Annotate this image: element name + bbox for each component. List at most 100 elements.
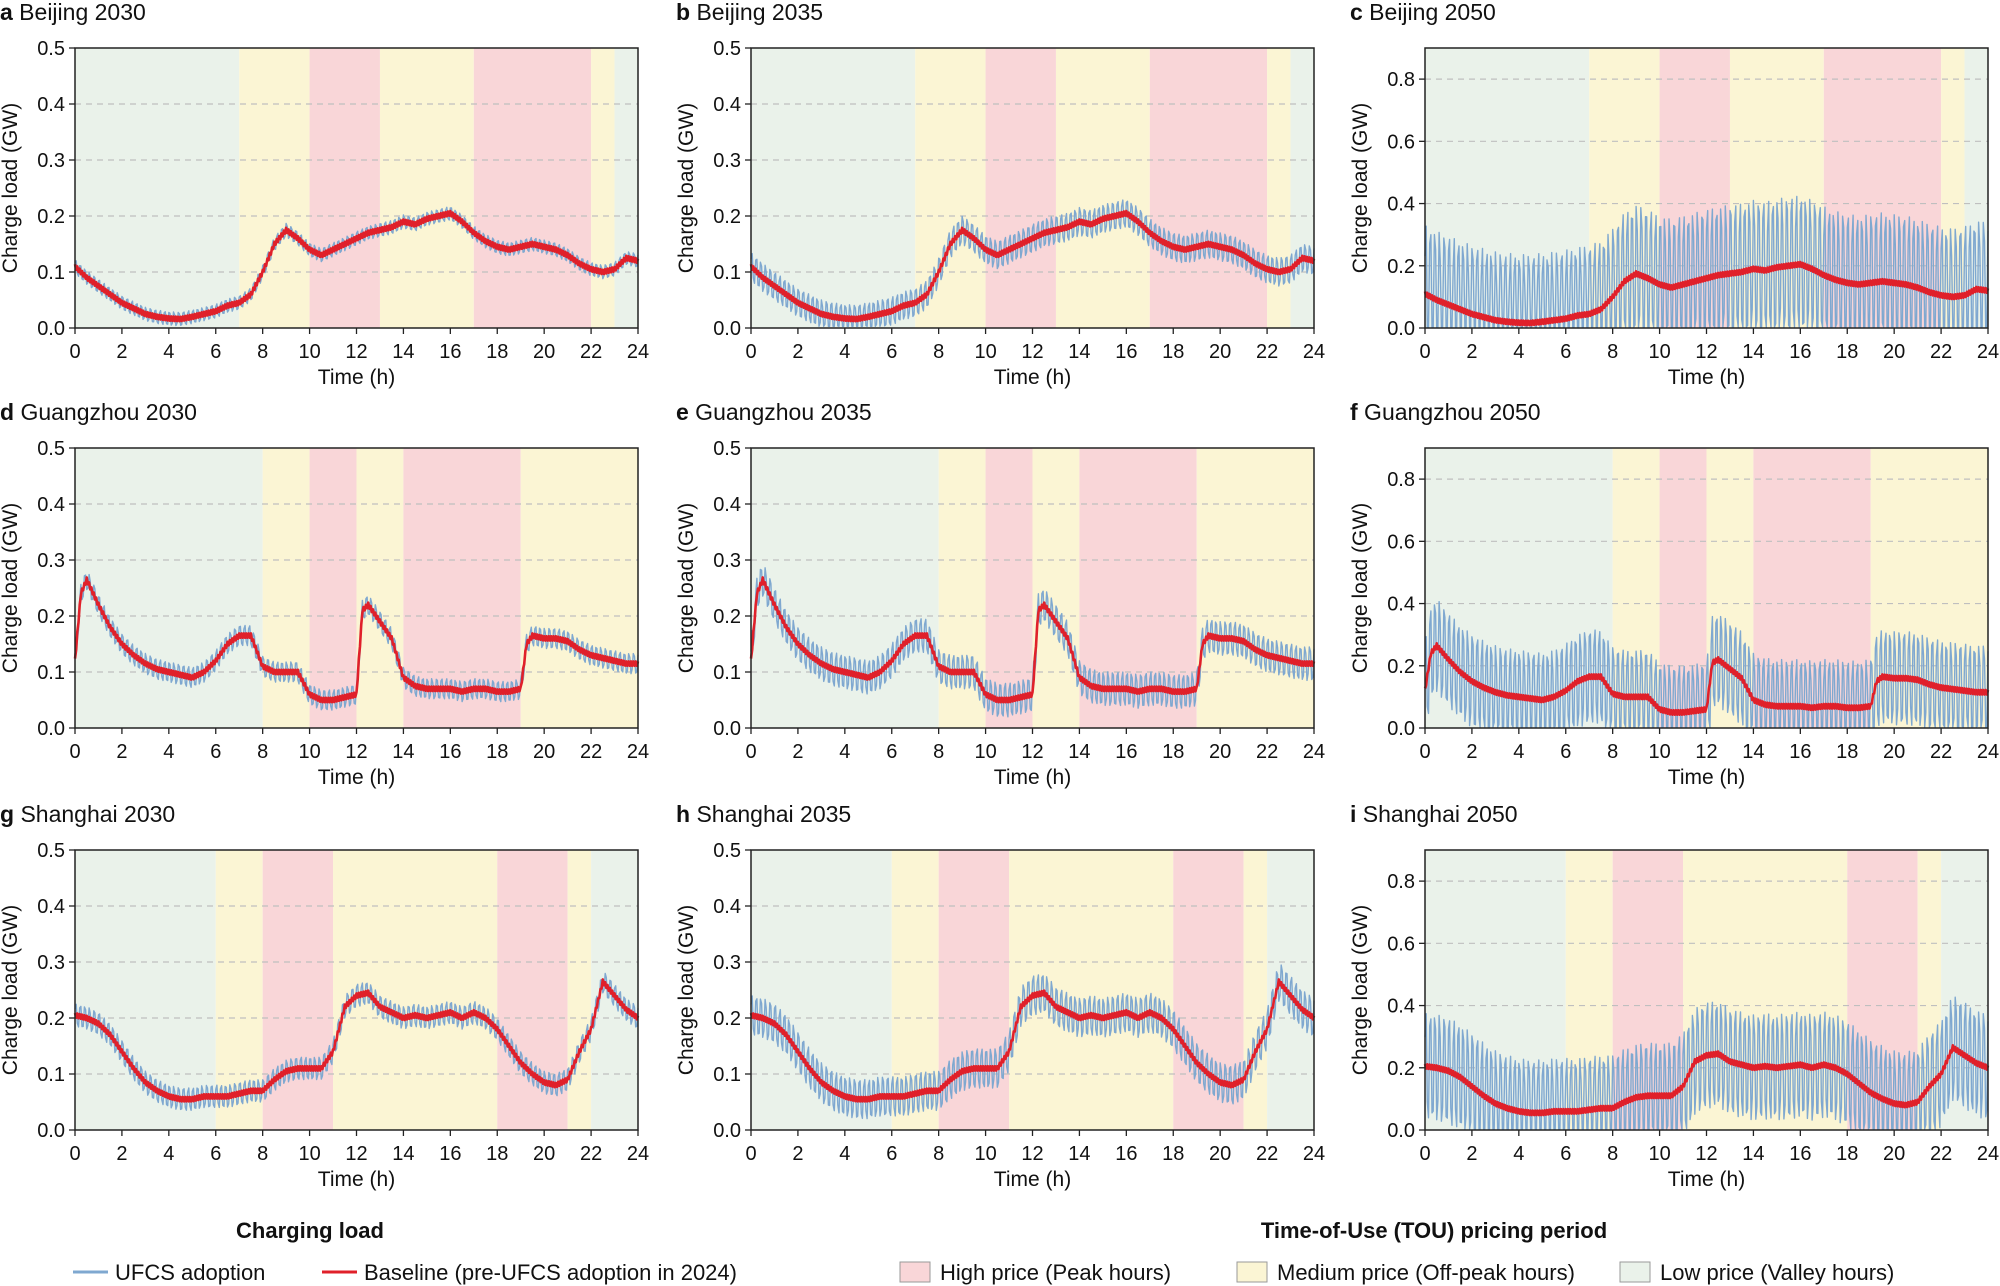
y-tick-label: 0.6 — [1387, 933, 1415, 955]
panel-title-text: Shanghai 2050 — [1356, 801, 1517, 827]
tou-band-high — [473, 48, 592, 328]
plot-frame — [1424, 447, 1989, 729]
y-axis-label: Charge load (GW) — [1349, 905, 1372, 1075]
tou-band-high — [309, 448, 357, 728]
series-ufcs-line — [74, 206, 639, 327]
panel-h: 0.00.10.20.30.40.50 2 4 6 8 10 12 14 16 18 20 22 24h… — [675, 801, 1325, 1191]
x-tick-label: 2 — [1466, 1143, 1477, 1165]
x-tick-label: 0 — [745, 341, 756, 363]
tou-band-medium — [1729, 48, 1824, 328]
tou-band-low — [614, 48, 638, 328]
y-tick-label: 0.2 — [37, 206, 65, 228]
panel-e: 0.00.10.20.30.40.50 2 4 6 8 10 12 14 16 18 20 22 24e… — [675, 399, 1325, 789]
x-tick-label: 0 — [1419, 741, 1430, 763]
panel-letter: e — [676, 399, 689, 425]
x-tick-label: 20 — [1883, 741, 1905, 763]
tou-band-high — [309, 48, 380, 328]
x-tick-label: 10 — [1648, 1143, 1670, 1165]
y-tick-label: 0.2 — [713, 1008, 741, 1030]
x-tick-label: 10 — [298, 741, 320, 763]
x-tick-label: 4 — [163, 1143, 174, 1165]
x-tick-label: 24 — [627, 341, 649, 363]
x-tick-label: 0 — [69, 1143, 80, 1165]
x-tick-label: 10 — [298, 1143, 320, 1165]
x-tick-label: 8 — [257, 741, 268, 763]
x-tick-label: 18 — [1836, 341, 1858, 363]
x-tick-label: 24 — [627, 741, 649, 763]
y-axis-label: Charge load (GW) — [675, 503, 698, 673]
y-tick-label: 0.0 — [37, 718, 65, 740]
x-tick-label: 12 — [1695, 741, 1717, 763]
y-tick-label: 0.0 — [1387, 1120, 1415, 1142]
x-tick-label: 2 — [792, 741, 803, 763]
x-axis-label: Time (h) — [994, 366, 1071, 389]
y-tick-label: 0.4 — [1387, 996, 1415, 1018]
x-tick-label: 14 — [392, 341, 414, 363]
y-tick-label: 0.3 — [37, 550, 65, 572]
y-tick-label: 0.1 — [713, 1064, 741, 1086]
panel-letter: a — [0, 0, 13, 25]
panel-letter: d — [0, 399, 14, 425]
panel-letter: b — [676, 0, 690, 25]
x-tick-label: 22 — [1930, 741, 1952, 763]
panel-title: c Beijing 2050 — [1350, 0, 1496, 25]
plot-frame — [750, 849, 1315, 1131]
legend: Charging load UFCS adoption Baseline (pr… — [73, 1218, 1894, 1285]
tou-band-medium — [1032, 448, 1080, 728]
x-tick-label: 22 — [1256, 341, 1278, 363]
x-tick-label: 22 — [1930, 1143, 1952, 1165]
y-axis-label: Charge load (GW) — [0, 103, 22, 273]
series-ufcs-line — [1424, 195, 1989, 328]
tou-band-medium — [356, 448, 404, 728]
y-tick-label: 0.4 — [37, 896, 65, 918]
x-tick-label: 2 — [1466, 341, 1477, 363]
tou-band-high — [985, 448, 1033, 728]
x-tick-label: 2 — [792, 1143, 803, 1165]
tou-band-medium — [591, 48, 615, 328]
panel-title: i Shanghai 2050 — [1350, 801, 1518, 827]
series-baseline-line — [73, 978, 640, 1103]
y-tick-label: 0.4 — [37, 94, 65, 116]
panel-letter: i — [1350, 801, 1356, 827]
x-tick-label: 4 — [163, 341, 174, 363]
x-tick-label: 18 — [1836, 741, 1858, 763]
y-tick-label: 0.5 — [37, 840, 65, 862]
x-tick-label: 16 — [439, 741, 461, 763]
panel-title-text: Beijing 2030 — [13, 0, 146, 25]
plot-frame — [750, 447, 1315, 729]
x-tick-label: 16 — [1789, 741, 1811, 763]
x-tick-label: 22 — [580, 1143, 602, 1165]
x-tick-label: 24 — [1303, 741, 1325, 763]
x-tick-label: 0 — [1419, 341, 1430, 363]
x-tick-label: 18 — [1162, 741, 1184, 763]
x-axis-label: Time (h) — [994, 1168, 1071, 1191]
x-tick-label: 12 — [345, 341, 367, 363]
x-tick-label: 14 — [1068, 1143, 1090, 1165]
y-tick-label: 0.5 — [37, 38, 65, 60]
x-tick-label: 16 — [1789, 341, 1811, 363]
x-tick-label: 8 — [1607, 1143, 1618, 1165]
panel-b: 0.00.10.20.30.40.50 2 4 6 8 10 12 14 16 18 20 22 24b… — [675, 0, 1325, 389]
legend-medium-swatch — [1236, 1261, 1268, 1283]
x-tick-label: 18 — [486, 1143, 508, 1165]
x-tick-label: 16 — [1115, 341, 1137, 363]
x-tick-label: 14 — [1068, 341, 1090, 363]
x-tick-label: 14 — [1068, 741, 1090, 763]
x-tick-label: 2 — [116, 1143, 127, 1165]
y-tick-label: 0.6 — [1387, 531, 1415, 553]
series-baseline-line — [73, 576, 640, 704]
y-tick-label: 0.0 — [713, 318, 741, 340]
x-tick-label: 20 — [533, 1143, 555, 1165]
tou-band-high — [1149, 48, 1268, 328]
panel-title-text: Beijing 2035 — [690, 0, 823, 25]
y-tick-label: 0.3 — [37, 952, 65, 974]
plot-frame — [1424, 47, 1989, 329]
x-tick-label: 14 — [392, 1143, 414, 1165]
series-ufcs-line — [750, 199, 1315, 327]
y-tick-label: 0.0 — [37, 318, 65, 340]
x-axis-label: Time (h) — [1668, 366, 1745, 389]
x-tick-label: 12 — [1695, 1143, 1717, 1165]
plot-frame — [74, 47, 639, 329]
tou-band-medium — [520, 448, 638, 728]
plot-frame — [74, 447, 639, 729]
